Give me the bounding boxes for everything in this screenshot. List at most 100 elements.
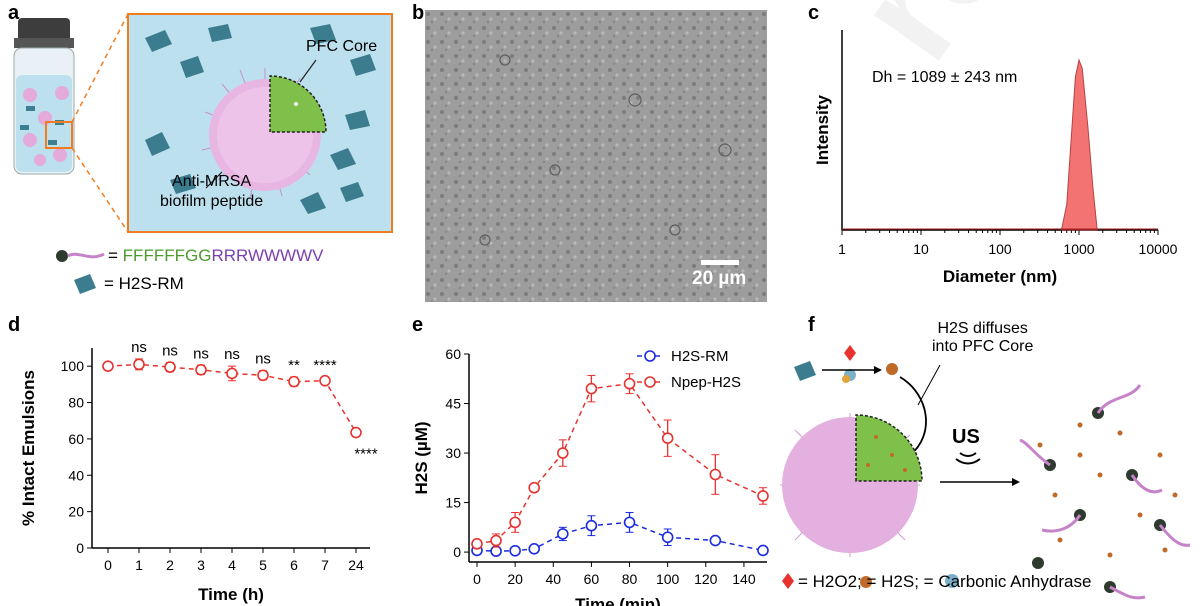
- significance-label: **: [288, 357, 300, 374]
- h2srm-legend: = H2S-RM: [104, 274, 184, 293]
- series-line-0: [476, 521, 764, 552]
- data-point: [709, 534, 722, 547]
- data-point: [623, 516, 636, 529]
- x-tick-label: 80: [622, 571, 638, 587]
- legend-label: H2S-RM: [671, 348, 729, 365]
- x-tick-label: 10000: [1139, 241, 1178, 257]
- significance-label: ns: [255, 351, 271, 368]
- data-point: [226, 367, 238, 380]
- x-tick-label: 100: [656, 571, 680, 587]
- panel-f-legend: = H2O2; = H2S; = Carbonic Anhydrase: [798, 572, 1092, 591]
- y-axis-label: % Intact Emulsions: [19, 370, 38, 526]
- y-axis-label: Intensity: [813, 95, 832, 165]
- significance-label: ****: [313, 357, 337, 374]
- x-tick-label: 1: [838, 241, 846, 257]
- y-tick-label: 60: [445, 346, 461, 362]
- legend-marker: [644, 376, 656, 388]
- legend-marker: [644, 350, 656, 362]
- data-point: [623, 377, 636, 390]
- significance-label: ns: [224, 346, 240, 363]
- y-axis-label: H2S (µM): [412, 421, 431, 494]
- x-tick-label: 1: [135, 557, 143, 573]
- data-point: [509, 544, 521, 557]
- y-tick-label: 80: [68, 395, 84, 411]
- data-point: [471, 538, 483, 550]
- chart-c: 1 10 100 1000 10000 Dh = 1089 ± 243 nm Diamete…: [813, 30, 1178, 286]
- panel-label-a: a: [8, 2, 20, 24]
- data-point: [509, 516, 521, 529]
- data-point: [661, 531, 674, 544]
- y-tick-label: 60: [68, 431, 84, 447]
- hydrodynamic-diameter-annotation: Dh = 1089 ± 243 nm: [872, 69, 1017, 86]
- x-tick-label: 3: [197, 557, 205, 573]
- x-tick-label: 10: [913, 241, 929, 257]
- x-tick-label: 120: [694, 571, 718, 587]
- x-tick-label: 4: [228, 557, 236, 573]
- significance-label: ****: [354, 446, 378, 463]
- significance-label: ns: [193, 345, 209, 362]
- legend-label: Npep-H2S: [671, 374, 741, 391]
- data-point: [164, 361, 176, 373]
- pfc-core-label: PFC Core: [306, 38, 378, 55]
- panel-label-e: e: [412, 314, 424, 336]
- x-axis-label: Diameter (nm): [943, 267, 1057, 286]
- data-point: [528, 481, 540, 494]
- x-tick-label: 140: [732, 571, 756, 587]
- data-point: [490, 534, 502, 547]
- size-distribution-area: [1060, 58, 1098, 231]
- significance-label: ns: [162, 343, 178, 360]
- data-point: [350, 426, 362, 439]
- x-tick-label: 20: [507, 571, 523, 587]
- panel-label-c: c: [808, 2, 820, 24]
- data-point: [102, 360, 114, 372]
- data-point: [528, 542, 540, 555]
- x-axis-label: Time (h): [198, 585, 264, 604]
- x-tick-label: 1000: [1063, 241, 1094, 257]
- y-tick-label: 0: [76, 540, 84, 556]
- x-tick-label: 24: [348, 557, 364, 573]
- data-point: [585, 382, 598, 395]
- panel-label-f: f: [808, 314, 815, 336]
- y-tick-label: 45: [445, 396, 461, 412]
- panel-f-schematic: US: [780, 345, 1191, 600]
- significance-label: ns: [131, 339, 147, 356]
- diffuses-label: H2S diffuses into PFC Core: [932, 320, 1034, 355]
- x-tick-label: 40: [545, 571, 561, 587]
- x-axis-label: Time (min): [575, 595, 661, 606]
- data-point: [319, 374, 331, 387]
- data-point: [288, 375, 300, 388]
- data-point: [557, 447, 569, 459]
- micrograph-image: [425, 10, 767, 302]
- data-point: [585, 519, 598, 532]
- data-point: [133, 358, 145, 371]
- x-tick-label: 6: [290, 557, 298, 573]
- y-tick-label: 30: [445, 445, 461, 461]
- series-line: [107, 363, 357, 433]
- us-label: US: [952, 426, 980, 448]
- peptide-sequence: = FFFFFFGGRRRWWWWV: [108, 246, 324, 265]
- y-tick-label: 40: [68, 467, 84, 483]
- data-point: [709, 468, 722, 481]
- data-point: [257, 369, 269, 382]
- data-point: [661, 432, 674, 444]
- y-tick-label: 20: [68, 504, 84, 520]
- x-tick-label: 5: [259, 557, 267, 573]
- x-tick-label: 60: [584, 571, 600, 587]
- anti-mrsa-label: Anti-MRSA biofilm peptide: [160, 173, 264, 210]
- panel-label-d: d: [8, 314, 21, 336]
- data-point: [195, 364, 207, 376]
- panel-label-b: b: [412, 2, 425, 24]
- data-point: [557, 528, 569, 540]
- x-tick-label: 0: [104, 557, 112, 573]
- x-tick-label: 7: [321, 557, 329, 573]
- y-tick-label: 15: [445, 495, 461, 511]
- data-point: [757, 544, 769, 557]
- y-tick-label: 0: [453, 544, 461, 560]
- chart-e: 0 15 30 45 60 0 20 40 60 80 100 120 140 H2S-RM Npep-H2…: [412, 346, 769, 606]
- x-tick-label: 0: [473, 571, 481, 587]
- scale-bar-label: 20 µm: [692, 268, 747, 289]
- series-line-1: [476, 382, 764, 545]
- panel-a-schematic: [13, 13, 393, 294]
- x-tick-label: 100: [988, 241, 1012, 257]
